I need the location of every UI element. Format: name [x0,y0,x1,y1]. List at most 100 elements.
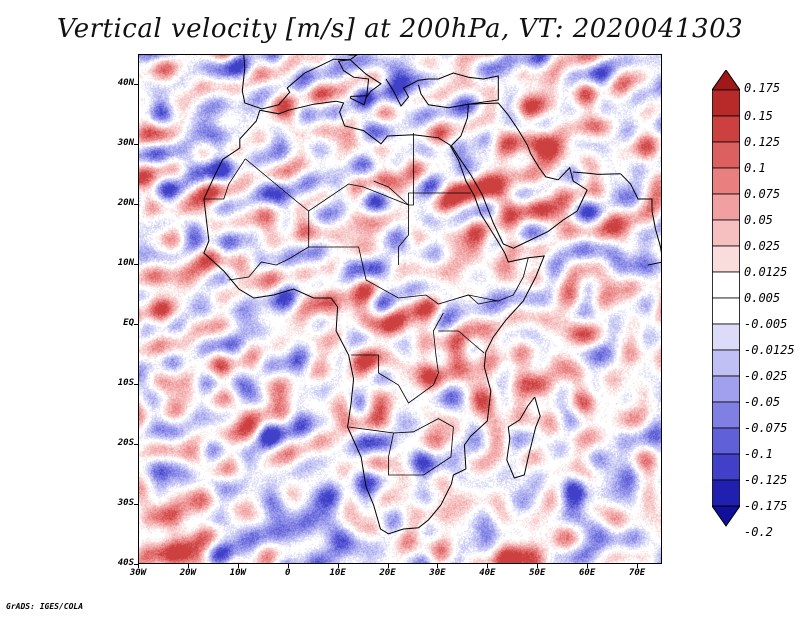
lon-tick-label: 10E [329,568,346,578]
lon-tick [487,564,489,568]
coastline [573,171,621,175]
lat-tick-label: 10N [117,258,134,268]
colorbar-level-label: 0.125 [744,135,781,149]
lat-tick [134,444,138,445]
colorbar-level-label: -0.0125 [744,343,795,357]
colorbar-level-label: -0.025 [744,369,788,383]
lat-tick [134,504,138,505]
country-border [438,330,485,354]
lon-tick-label: 30E [429,568,446,578]
colorbar-level-label: 0.025 [744,239,781,253]
grads-credit: GrADS: IGES/COLA [6,602,84,611]
lat-tick [134,204,138,205]
country-border [228,246,309,281]
colorbar-swatch [712,219,740,247]
colorbar-swatch [712,271,740,299]
lat-tick [134,324,138,325]
colorbar-swatch [712,141,740,169]
lat-tick-label: 20S [117,438,134,448]
colorbar-level-label: -0.125 [744,473,788,487]
country-border [398,133,414,265]
coastline [506,396,541,479]
colorbar-level-label: -0.005 [744,317,788,331]
colorbar-swatch [712,193,740,221]
lon-tick [637,564,639,568]
country-border [351,312,444,404]
lon-tick-label: 50E [529,568,546,578]
lon-tick [187,564,189,568]
lat-tick [134,84,138,85]
chart-title: Vertical velocity [m/s] at 200hPa, VT: 2… [56,14,744,44]
lon-tick [237,564,239,568]
lat-tick-label: 40S [117,558,134,568]
colorbar-swatch [712,453,740,481]
colorbar-level-label: 0.15 [744,109,773,123]
colorbar-swatch [712,427,740,455]
colorbar-level-label: -0.075 [744,421,788,435]
lat-tick-label: 20N [117,198,134,208]
colorbar-swatch [712,323,740,351]
colorbar-level-label: -0.2 [744,525,773,539]
country-border [203,158,246,200]
colorbar-level-label: -0.1 [744,447,773,461]
lat-tick-label: 10S [117,378,134,388]
country-border [458,257,529,305]
lat-tick-label: EQ [123,318,134,328]
colorbar [712,70,740,527]
lon-tick-label: 0 [284,568,291,578]
colorbar-swatch [712,115,740,143]
map-panel [138,54,662,564]
lon-tick-label: 20W [179,568,197,578]
lat-tick-label: 40N [117,78,134,88]
coastline [385,72,499,109]
colorbar-level-label: -0.05 [744,395,781,409]
lon-tick-label: 20E [379,568,396,578]
lat-tick [134,564,138,565]
velocity-field [139,55,661,563]
lat-tick-label: 30S [117,498,134,508]
lon-tick [437,564,439,568]
colorbar-swatch [712,89,740,117]
lon-tick [138,564,139,568]
colorbar-level-label: 0.175 [744,81,781,95]
coastline [620,173,661,266]
lon-tick-label: 70E [628,568,646,578]
colorbar-swatch [712,167,740,195]
colorbar-bottom-triangle [712,505,740,527]
colorbar-swatch [712,245,740,273]
colorbar-level-label: 0.05 [744,213,773,227]
coastline [241,55,358,110]
lat-tick [134,144,138,145]
lon-tick [337,564,339,568]
country-border [373,180,409,206]
colorbar-swatch [712,375,740,403]
lat-tick [134,264,138,265]
coastline [203,100,545,535]
coastline [337,59,382,99]
colorbar-swatch [712,401,740,429]
lat-tick-label: 30N [117,138,134,148]
colorbar-level-label: -0.175 [744,499,788,513]
lon-tick [537,564,539,568]
lon-tick [387,564,389,568]
colorbar-swatch [712,297,740,325]
lon-tick-label: 30W [129,568,147,578]
colorbar-swatch [712,349,740,377]
colorbar-level-label: 0.0125 [744,265,788,279]
colorbar-level-label: 0.1 [744,161,766,175]
colorbar-level-label: 0.005 [744,291,781,305]
lon-tick [587,564,589,568]
coastline [450,102,588,249]
vertical-velocity-map [139,55,661,563]
lon-tick-label: 40E [479,568,496,578]
lon-tick [287,564,289,568]
colorbar-swatch [712,479,740,507]
country-border [348,418,454,476]
lon-tick-label: 10W [229,568,246,578]
coastline [350,95,368,106]
lat-tick [134,384,138,385]
colorbar-level-label: 0.075 [744,187,781,201]
colorbar-top-triangle [712,70,740,91]
country-border [245,158,471,212]
lon-tick-label: 60E [579,568,596,578]
